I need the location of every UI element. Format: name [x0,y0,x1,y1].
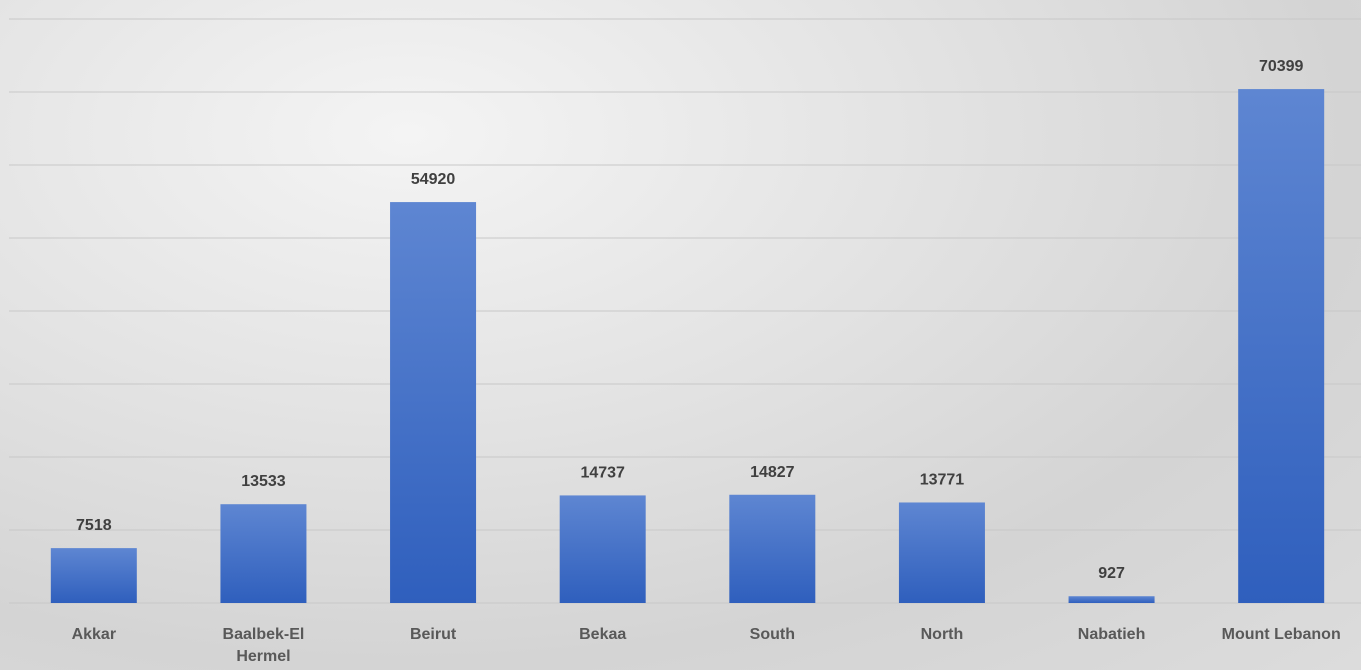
bar [729,494,816,603]
bar [50,548,137,603]
x-tick-label: North [920,626,964,643]
bar [220,504,307,603]
x-tick-label: Mount Lebanon [1221,626,1341,643]
bar [1238,89,1325,604]
value-label: 54920 [411,171,456,188]
x-tick-label: Baalbek-El Hermel [222,626,305,665]
bar [390,202,477,604]
bar [559,495,646,603]
value-label: 7518 [76,517,112,534]
value-label: 13771 [920,471,965,488]
value-label: 927 [1098,565,1125,582]
x-tick-label: Nabatieh [1077,626,1146,643]
bar [1068,596,1155,603]
value-label: 14737 [580,464,625,481]
value-label: 14827 [750,464,795,481]
x-tick-label: South [749,626,795,643]
x-tick-label: Akkar [71,626,117,643]
value-label: 70399 [1259,58,1304,75]
value-label: 13533 [241,473,286,490]
x-tick-label: Beirut [409,626,457,643]
bar [898,502,985,603]
x-tick-label: Bekaa [579,626,627,643]
